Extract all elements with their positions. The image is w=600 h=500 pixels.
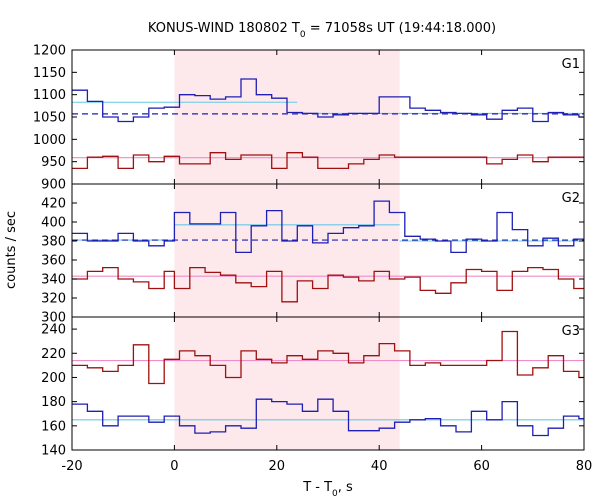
y-tick-label: 950 [41, 155, 66, 170]
x-tick-label: 80 [576, 459, 593, 474]
series-g2-red [72, 266, 584, 303]
y-tick-label: 360 [41, 254, 66, 269]
y-tick-label: 300 [41, 311, 66, 326]
y-tick-label: 320 [41, 292, 66, 307]
series-layer [72, 78, 584, 437]
panel-label-g1: G1 [562, 57, 580, 72]
shaded-interval-layer [174, 50, 400, 450]
x-tick-label: 20 [269, 459, 286, 474]
y-axis-label: counts / sec [4, 211, 19, 289]
y-tick-label: 420 [41, 197, 66, 212]
panel-label-g3: G3 [562, 324, 580, 339]
y-tick-label: 240 [41, 323, 66, 338]
series-g1-blue [72, 78, 584, 123]
y-tick-label: 160 [41, 419, 66, 434]
x-tick-label: 60 [473, 459, 490, 474]
y-tick-label: 200 [41, 371, 66, 386]
x-tick-label: 0 [170, 459, 178, 474]
x-tick-label: 40 [371, 459, 388, 474]
series-g2-blue [72, 200, 584, 254]
y-tick-label: 140 [41, 444, 66, 459]
y-tick-label: 340 [41, 273, 66, 288]
chart-title: KONUS-WIND 180802 T0 = 71058s UT (19:44:… [148, 21, 496, 40]
panel-label-g2: G2 [562, 191, 580, 206]
y-tick-label: 900 [41, 178, 66, 193]
y-tick-label: 1150 [33, 66, 66, 81]
panel-frame-g3 [71, 316, 585, 451]
ticks-layer: 900 950 1000 1050 1100 1150 1200 G1 300 320 340 360… [33, 44, 592, 475]
y-tick-label: 380 [41, 235, 66, 250]
y-tick-label: 1000 [33, 133, 66, 148]
shaded-interval-g3 [174, 317, 400, 450]
y-tick-label: 400 [41, 216, 66, 231]
series-g1-red [72, 152, 584, 170]
y-tick-label: 1100 [33, 88, 66, 103]
y-tick-label: 220 [41, 347, 66, 362]
y-tick-label: 180 [41, 395, 66, 410]
shaded-interval-g2 [174, 184, 400, 317]
series-g3-blue [72, 398, 584, 437]
x-tick-label: -20 [61, 459, 82, 474]
series-g3-red [72, 330, 584, 385]
y-tick-label: 1050 [33, 111, 66, 126]
y-tick-label: 1200 [33, 44, 66, 59]
x-axis-label: T - T0, s [302, 480, 353, 499]
